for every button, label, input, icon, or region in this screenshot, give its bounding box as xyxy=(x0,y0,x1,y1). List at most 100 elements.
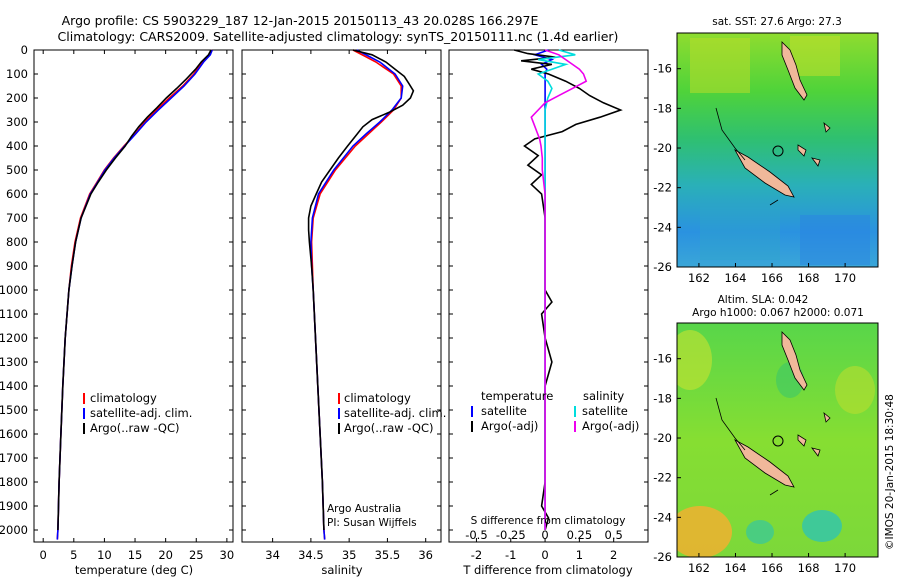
diff-line-t-argo-adj- xyxy=(513,49,623,531)
argo-position-marker xyxy=(772,145,784,157)
series-line-climatology xyxy=(310,49,403,540)
depth-tick-label: 1000 xyxy=(0,283,28,297)
depth-tick-label: 900 xyxy=(6,259,28,273)
vanuatu-outline xyxy=(781,41,808,101)
lat-tick-label: -26 xyxy=(653,260,672,274)
legend-label-satellite: satellite-adj. clim. xyxy=(344,406,446,420)
reef-outline xyxy=(715,397,779,496)
t-tick-label: -2 xyxy=(471,548,482,562)
temperature-legend: climatology satellite-adj. clim. Argo(..… xyxy=(83,391,192,435)
series-line-argo-raw-qc- xyxy=(57,49,212,531)
lat-tick-label: -16 xyxy=(653,62,672,76)
depth-tick-label: 1800 xyxy=(0,475,28,489)
sst-patch xyxy=(700,200,780,260)
sla-anomaly xyxy=(746,520,774,544)
legend-label-satellite: satellite-adj. clim. xyxy=(90,406,192,420)
lon-tick-label: 168 xyxy=(798,561,820,575)
x-tick-label: 34.5 xyxy=(298,548,324,562)
lon-tick-label: 170 xyxy=(834,271,856,285)
sst-map-axis: 162 164 166 168 170 -16 -18 -20 -22 -24 -26 xyxy=(653,62,856,285)
lon-tick-label: 168 xyxy=(798,271,820,285)
diff-line-s-satellite xyxy=(536,49,576,530)
annotation-pi: PI: Susan Wijffels xyxy=(327,517,417,529)
depth-tick-label: 100 xyxy=(6,67,28,81)
sst-map-title: sat. SST: 27.6 Argo: 27.3 xyxy=(712,16,842,28)
depth-tick-label: 0 xyxy=(21,43,28,57)
salinity-axes xyxy=(241,49,442,543)
depth-tick-label: 1100 xyxy=(0,307,28,321)
x-tick-label: 15 xyxy=(128,548,143,562)
lon-tick-label: 164 xyxy=(724,271,746,285)
x-tick-label: 5 xyxy=(70,548,77,562)
depth-tick-label: 200 xyxy=(6,91,28,105)
legend-title-temperature: temperature xyxy=(481,389,553,403)
annotation-argo-australia: Argo Australia xyxy=(327,503,401,515)
sla-map xyxy=(677,323,878,557)
t-tick-label: 1 xyxy=(576,548,583,562)
sla-anomaly xyxy=(835,366,875,414)
depth-tick-label: 1400 xyxy=(0,379,28,393)
diff-line-s-argo-adj- xyxy=(530,49,588,530)
lon-tick-label: 166 xyxy=(761,271,783,285)
imos-credit: ©IMOS 20-Jan-2015 18:30:48 xyxy=(884,394,896,550)
x-tick-label: 36 xyxy=(418,548,433,562)
x-tick-label: 20 xyxy=(158,548,173,562)
x-tick-label: 30 xyxy=(220,548,235,562)
diff-line-t-satellite xyxy=(532,49,555,530)
difference-xlabel: T difference from climatology xyxy=(462,563,633,577)
depth-tick-label: 1600 xyxy=(0,427,28,441)
new-caledonia-outline xyxy=(733,149,795,198)
x-tick-label: 25 xyxy=(189,548,204,562)
series-line-argo-raw-qc- xyxy=(307,49,415,531)
new-caledonia-outline xyxy=(733,439,795,488)
salinity-xlabel: salinity xyxy=(321,563,362,577)
depth-tick-label: 1300 xyxy=(0,355,28,369)
t-tick-label: 2 xyxy=(610,548,617,562)
sla-map-title-line-2: Argo h1000: 0.067 h2000: 0.071 xyxy=(692,307,864,319)
argo-position-marker xyxy=(772,435,784,447)
lat-tick-label: -18 xyxy=(653,391,672,405)
lon-tick-label: 164 xyxy=(724,561,746,575)
depth-tick-label: 300 xyxy=(6,115,28,129)
depth-tick-label: 600 xyxy=(6,187,28,201)
lat-tick-label: -24 xyxy=(653,510,672,524)
depth-tick-label: 700 xyxy=(6,211,28,225)
sla-anomaly xyxy=(802,510,842,542)
loyalty-islands-outline xyxy=(797,411,831,457)
x-tick-label: 0 xyxy=(40,548,47,562)
x-tick-label: 35 xyxy=(342,548,357,562)
depth-tick-label: 1500 xyxy=(0,403,28,417)
depth-tick-label: 400 xyxy=(6,139,28,153)
s-tick-label: 0.5 xyxy=(605,528,623,542)
legend-label-s-argo: Argo(-adj) xyxy=(582,419,639,433)
lon-tick-label: 162 xyxy=(688,561,710,575)
s-tick-label: -0.25 xyxy=(496,528,526,542)
temperature-plot: 0 5 10 15 20 25 30 xyxy=(40,49,235,562)
vanuatu-outline xyxy=(781,331,808,391)
legend-label-argo: Argo(..raw -QC) xyxy=(90,421,180,435)
s-tick-label: -0.5 xyxy=(465,528,487,542)
temperature-xlabel: temperature (deg C) xyxy=(75,563,193,577)
depth-tick-label: 1900 xyxy=(0,499,28,513)
lon-tick-label: 166 xyxy=(761,561,783,575)
lat-tick-label: -22 xyxy=(653,471,672,485)
legend-label-s-satellite: satellite xyxy=(582,404,628,418)
lat-tick-label: -18 xyxy=(653,101,672,115)
depth-axis: 0 100 200 300 400 500 600 700 800 900 1000 1100 1200… xyxy=(0,43,648,537)
lat-tick-label: -22 xyxy=(653,181,672,195)
legend-label-climatology: climatology xyxy=(90,391,157,405)
temperature-axes xyxy=(33,49,234,543)
t-tick-label: 0 xyxy=(541,548,548,562)
legend-label-t-satellite: satellite xyxy=(481,404,527,418)
lat-tick-label: -26 xyxy=(653,550,672,564)
x-tick-label: 34 xyxy=(265,548,280,562)
sla-map-title-line-1: Altim. SLA: 0.042 xyxy=(718,294,809,306)
depth-tick-label: 1200 xyxy=(0,331,28,345)
salinity-plot: 34 34.5 35 35.5 36 xyxy=(265,49,433,562)
sla-map-frame xyxy=(676,322,879,558)
sst-map xyxy=(677,33,878,267)
s-tick-label: 0 xyxy=(541,528,548,542)
difference-top-label: S difference from climatology xyxy=(471,515,626,527)
sst-map-frame xyxy=(676,32,879,268)
